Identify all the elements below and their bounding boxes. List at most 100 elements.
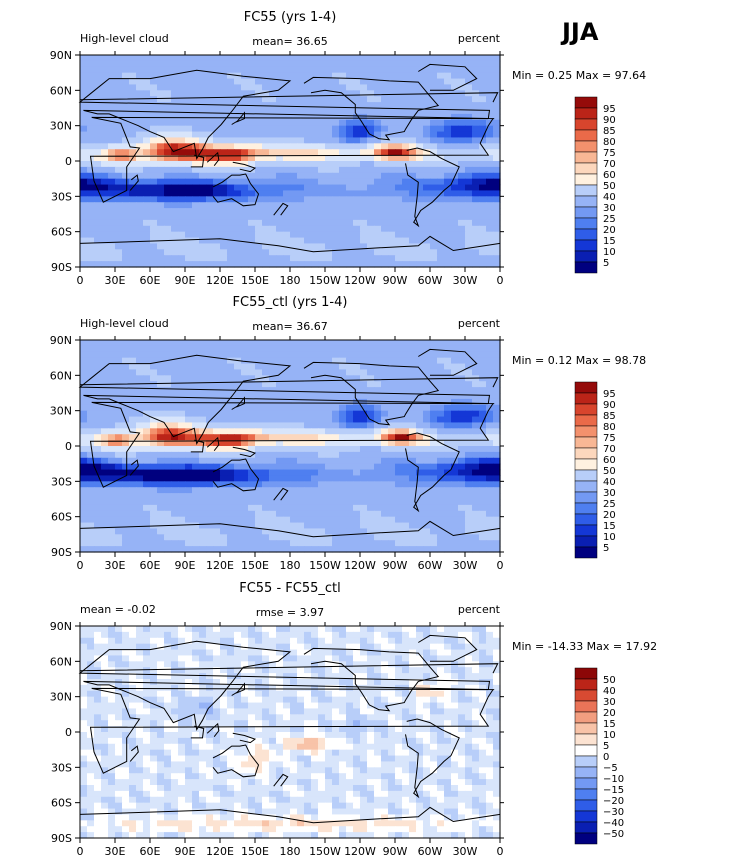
field-cell: [171, 626, 179, 633]
field-cell: [388, 410, 396, 418]
field-cell: [122, 351, 130, 359]
field-cell: [164, 469, 172, 477]
field-cell: [136, 340, 144, 347]
field-cell: [374, 66, 382, 74]
field-cell: [283, 166, 291, 174]
field-cell: [486, 522, 494, 530]
field-cell: [388, 363, 396, 371]
field-cell: [451, 178, 459, 186]
field-cell: [479, 457, 487, 465]
field-cell: [416, 475, 424, 482]
field-cell: [150, 90, 158, 97]
field-cell: [157, 446, 165, 453]
field-cell: [381, 661, 389, 668]
field-cell: [472, 60, 480, 68]
field-cell: [388, 90, 396, 97]
field-cell: [311, 504, 319, 512]
field-cell: [332, 196, 340, 203]
field-cell: [171, 457, 179, 465]
field-cell: [108, 434, 116, 441]
field-cell: [213, 108, 221, 115]
field-cell: [150, 131, 158, 139]
field-cell: [248, 255, 256, 262]
field-cell: [115, 363, 123, 371]
field-cell: [269, 393, 277, 400]
field-cell: [129, 434, 137, 441]
field-cell: [164, 387, 172, 394]
field-cell: [115, 504, 123, 512]
field-cell: [101, 196, 109, 203]
field-cell: [227, 155, 235, 162]
field-cell: [157, 219, 165, 227]
field-cell: [213, 446, 221, 453]
field-cell: [325, 208, 333, 215]
field-cell: [451, 340, 459, 347]
field-cell: [199, 345, 207, 353]
field-cell: [199, 113, 207, 121]
field-cell: [304, 214, 312, 221]
field-cell: [325, 178, 333, 186]
field-cell: [416, 387, 424, 394]
field-cell: [486, 493, 494, 500]
field-cell: [192, 155, 200, 162]
field-cell: [444, 255, 452, 262]
field-cell: [304, 440, 312, 447]
field-cell: [192, 161, 200, 168]
field-cell: [87, 202, 95, 209]
field-cell: [262, 631, 270, 639]
field-cell: [248, 113, 256, 121]
field-cell: [430, 422, 438, 429]
field-cell: [150, 345, 158, 353]
field-cell: [157, 243, 165, 250]
field-cell: [213, 516, 221, 524]
field-cell: [164, 119, 172, 127]
field-cell: [283, 255, 291, 262]
field-cell: [262, 351, 270, 359]
field-cell: [185, 504, 193, 512]
field-cell: [388, 96, 396, 103]
field-cell: [325, 72, 333, 80]
field-cell: [381, 504, 389, 512]
field-cell: [227, 340, 235, 347]
field-cell: [290, 60, 298, 68]
field-cell: [479, 214, 487, 221]
field-cell: [283, 78, 291, 86]
coastline-4: [405, 432, 460, 513]
field-cell: [451, 143, 459, 150]
field-cell: [290, 243, 298, 250]
field-cell: [297, 178, 305, 186]
field-cell: [458, 504, 466, 512]
field-cell: [276, 631, 284, 639]
field-cell: [423, 487, 431, 494]
field-cell: [381, 637, 389, 645]
field-cell: [199, 357, 207, 365]
field-cell: [451, 166, 459, 174]
field-cell: [136, 137, 144, 144]
field-cell: [360, 125, 368, 133]
field-cell: [332, 237, 340, 245]
field-cell: [437, 243, 445, 250]
field-cell: [353, 345, 361, 353]
field-cell: [451, 113, 459, 121]
field-cell: [325, 96, 333, 103]
field-cell: [255, 631, 263, 639]
field-cell: [255, 231, 263, 239]
field-cell: [164, 499, 172, 506]
field-cell: [360, 643, 368, 651]
field-cell: [220, 534, 228, 541]
field-cell: [325, 643, 333, 651]
field-cell: [332, 398, 340, 406]
field-cell: [171, 422, 179, 429]
field-cell: [283, 219, 291, 227]
field-cell: [409, 410, 417, 418]
field-cell: [192, 60, 200, 68]
field-cell: [353, 155, 361, 162]
field-cell: [101, 440, 109, 447]
field-cell: [129, 375, 137, 382]
field-cell: [311, 434, 319, 441]
field-cell: [318, 504, 326, 512]
field-cell: [297, 643, 305, 651]
field-cell: [430, 166, 438, 174]
field-cell: [164, 84, 172, 91]
field-cell: [283, 172, 291, 180]
